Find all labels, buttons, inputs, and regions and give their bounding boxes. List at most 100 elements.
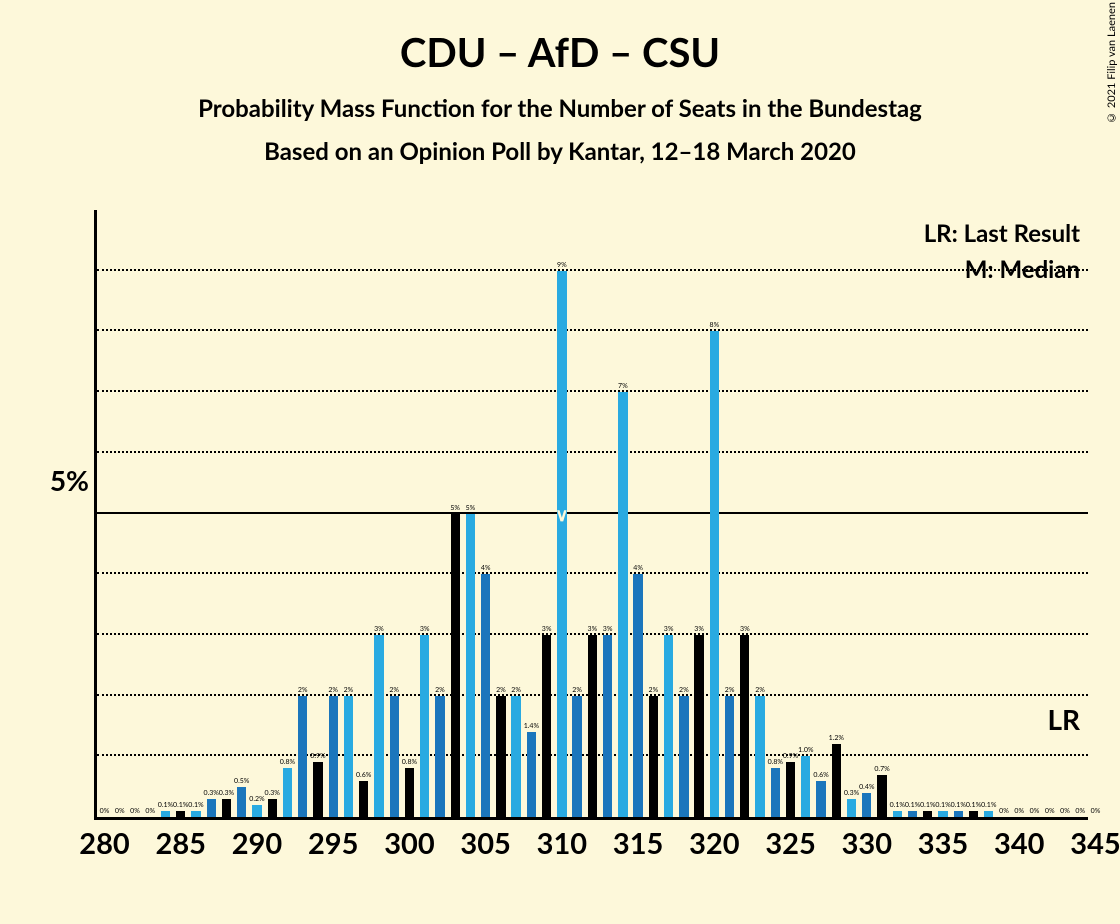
bar-value-label: 0.9% (310, 752, 325, 760)
bar-value-label: 4% (481, 564, 491, 572)
bar (222, 799, 231, 817)
bar-value-label: 0.5% (234, 777, 249, 785)
bar-value-label: 3% (374, 625, 384, 633)
bar-value-label: 0% (115, 807, 125, 815)
bar (954, 811, 963, 817)
bar-value-label: 0.8% (768, 758, 783, 766)
bar (237, 787, 246, 817)
bar-value-label: 0.8% (280, 758, 295, 766)
bar-value-label: 2% (328, 686, 338, 694)
bar-value-label: 5% (466, 504, 476, 512)
bar (496, 696, 505, 817)
bar-value-label: 3% (588, 625, 598, 633)
gridline (97, 329, 1088, 331)
chart-area: LR: Last Result M: Median 5%0%0%0%0%0.1%… (40, 210, 1100, 870)
bar-value-label: 0.2% (249, 795, 264, 803)
bar (877, 775, 886, 817)
bar (268, 799, 277, 817)
bar (191, 811, 200, 817)
x-axis-tick: 305 (460, 826, 510, 861)
bar-value-label: 2% (755, 686, 765, 694)
bar-value-label: 0% (1091, 807, 1101, 815)
bar-value-label: 0% (1030, 807, 1040, 815)
bar-value-label: 0.1% (188, 801, 203, 809)
bar (344, 696, 353, 817)
bar-value-label: 3% (694, 625, 704, 633)
bar-value-label: 0.7% (874, 765, 889, 773)
bar (847, 799, 856, 817)
bar-value-label: 9% (557, 261, 567, 269)
bar (176, 811, 185, 817)
bar-value-label: 2% (389, 686, 399, 694)
bar-value-label: 8% (710, 321, 720, 329)
bar-value-label: 0.1% (935, 801, 950, 809)
bar (298, 696, 307, 817)
bar-value-label: 0% (999, 807, 1009, 815)
x-axis-tick: 295 (308, 826, 358, 861)
bar (969, 811, 978, 817)
bar-value-label: 0% (100, 807, 110, 815)
bar (649, 696, 658, 817)
x-axis-tick: 290 (232, 826, 282, 861)
bar (740, 635, 749, 817)
bar (527, 732, 536, 817)
bar-value-label: 4% (633, 564, 643, 572)
legend-lr: LR: Last Result (924, 216, 1080, 252)
bar (390, 696, 399, 817)
bar (984, 811, 993, 817)
bar-value-label: 0% (130, 807, 140, 815)
chart-title: CDU – AfD – CSU (0, 0, 1120, 76)
bar-value-label: 3% (603, 625, 613, 633)
bar (771, 768, 780, 817)
x-axis-tick: 340 (994, 826, 1044, 861)
bar (161, 811, 170, 817)
bar (786, 762, 795, 817)
x-axis-tick: 285 (156, 826, 206, 861)
bar-value-label: 1.2% (829, 734, 844, 742)
bar (329, 696, 338, 817)
bar-value-label: 1.0% (798, 746, 813, 754)
bar (511, 696, 520, 817)
bar-value-label: 2% (496, 686, 506, 694)
copyright-label: © 2021 Filip van Laenen (1105, 2, 1118, 124)
bar-value-label: 0.1% (920, 801, 935, 809)
bar-value-label: 0% (1060, 807, 1070, 815)
bar-value-label: 0.1% (158, 801, 173, 809)
bar (893, 811, 902, 817)
bar (633, 574, 642, 817)
gridline (97, 572, 1088, 574)
bar (588, 635, 597, 817)
bar-value-label: 0% (1075, 807, 1085, 815)
bar (679, 696, 688, 817)
y-axis-label: 5% (43, 463, 89, 497)
bar-value-label: 2% (572, 686, 582, 694)
x-axis-tick: 300 (384, 826, 434, 861)
gridline (97, 269, 1088, 271)
bar (313, 762, 322, 817)
bar (908, 811, 917, 817)
bar-value-label: 3% (542, 625, 552, 633)
bar-value-label: 2% (435, 686, 445, 694)
bar (359, 781, 368, 817)
median-marker: ∨ (555, 505, 568, 523)
bar (466, 514, 475, 818)
bar (755, 696, 764, 817)
gridline (97, 451, 1088, 453)
bar (725, 696, 734, 817)
bar (862, 793, 871, 817)
bar (801, 756, 810, 817)
bar (938, 811, 947, 817)
bar-value-label: 0.6% (813, 771, 828, 779)
bar (542, 635, 551, 817)
bar (618, 392, 627, 817)
x-axis-tick: 315 (613, 826, 663, 861)
bar (603, 635, 612, 817)
bar-value-label: 2% (511, 686, 521, 694)
bar (451, 514, 460, 818)
bar-value-label: 0% (1045, 807, 1055, 815)
bar (664, 635, 673, 817)
bar (923, 811, 932, 817)
x-axis-tick: 330 (842, 826, 892, 861)
x-axis-tick: 310 (537, 826, 587, 861)
bar-value-label: 2% (344, 686, 354, 694)
